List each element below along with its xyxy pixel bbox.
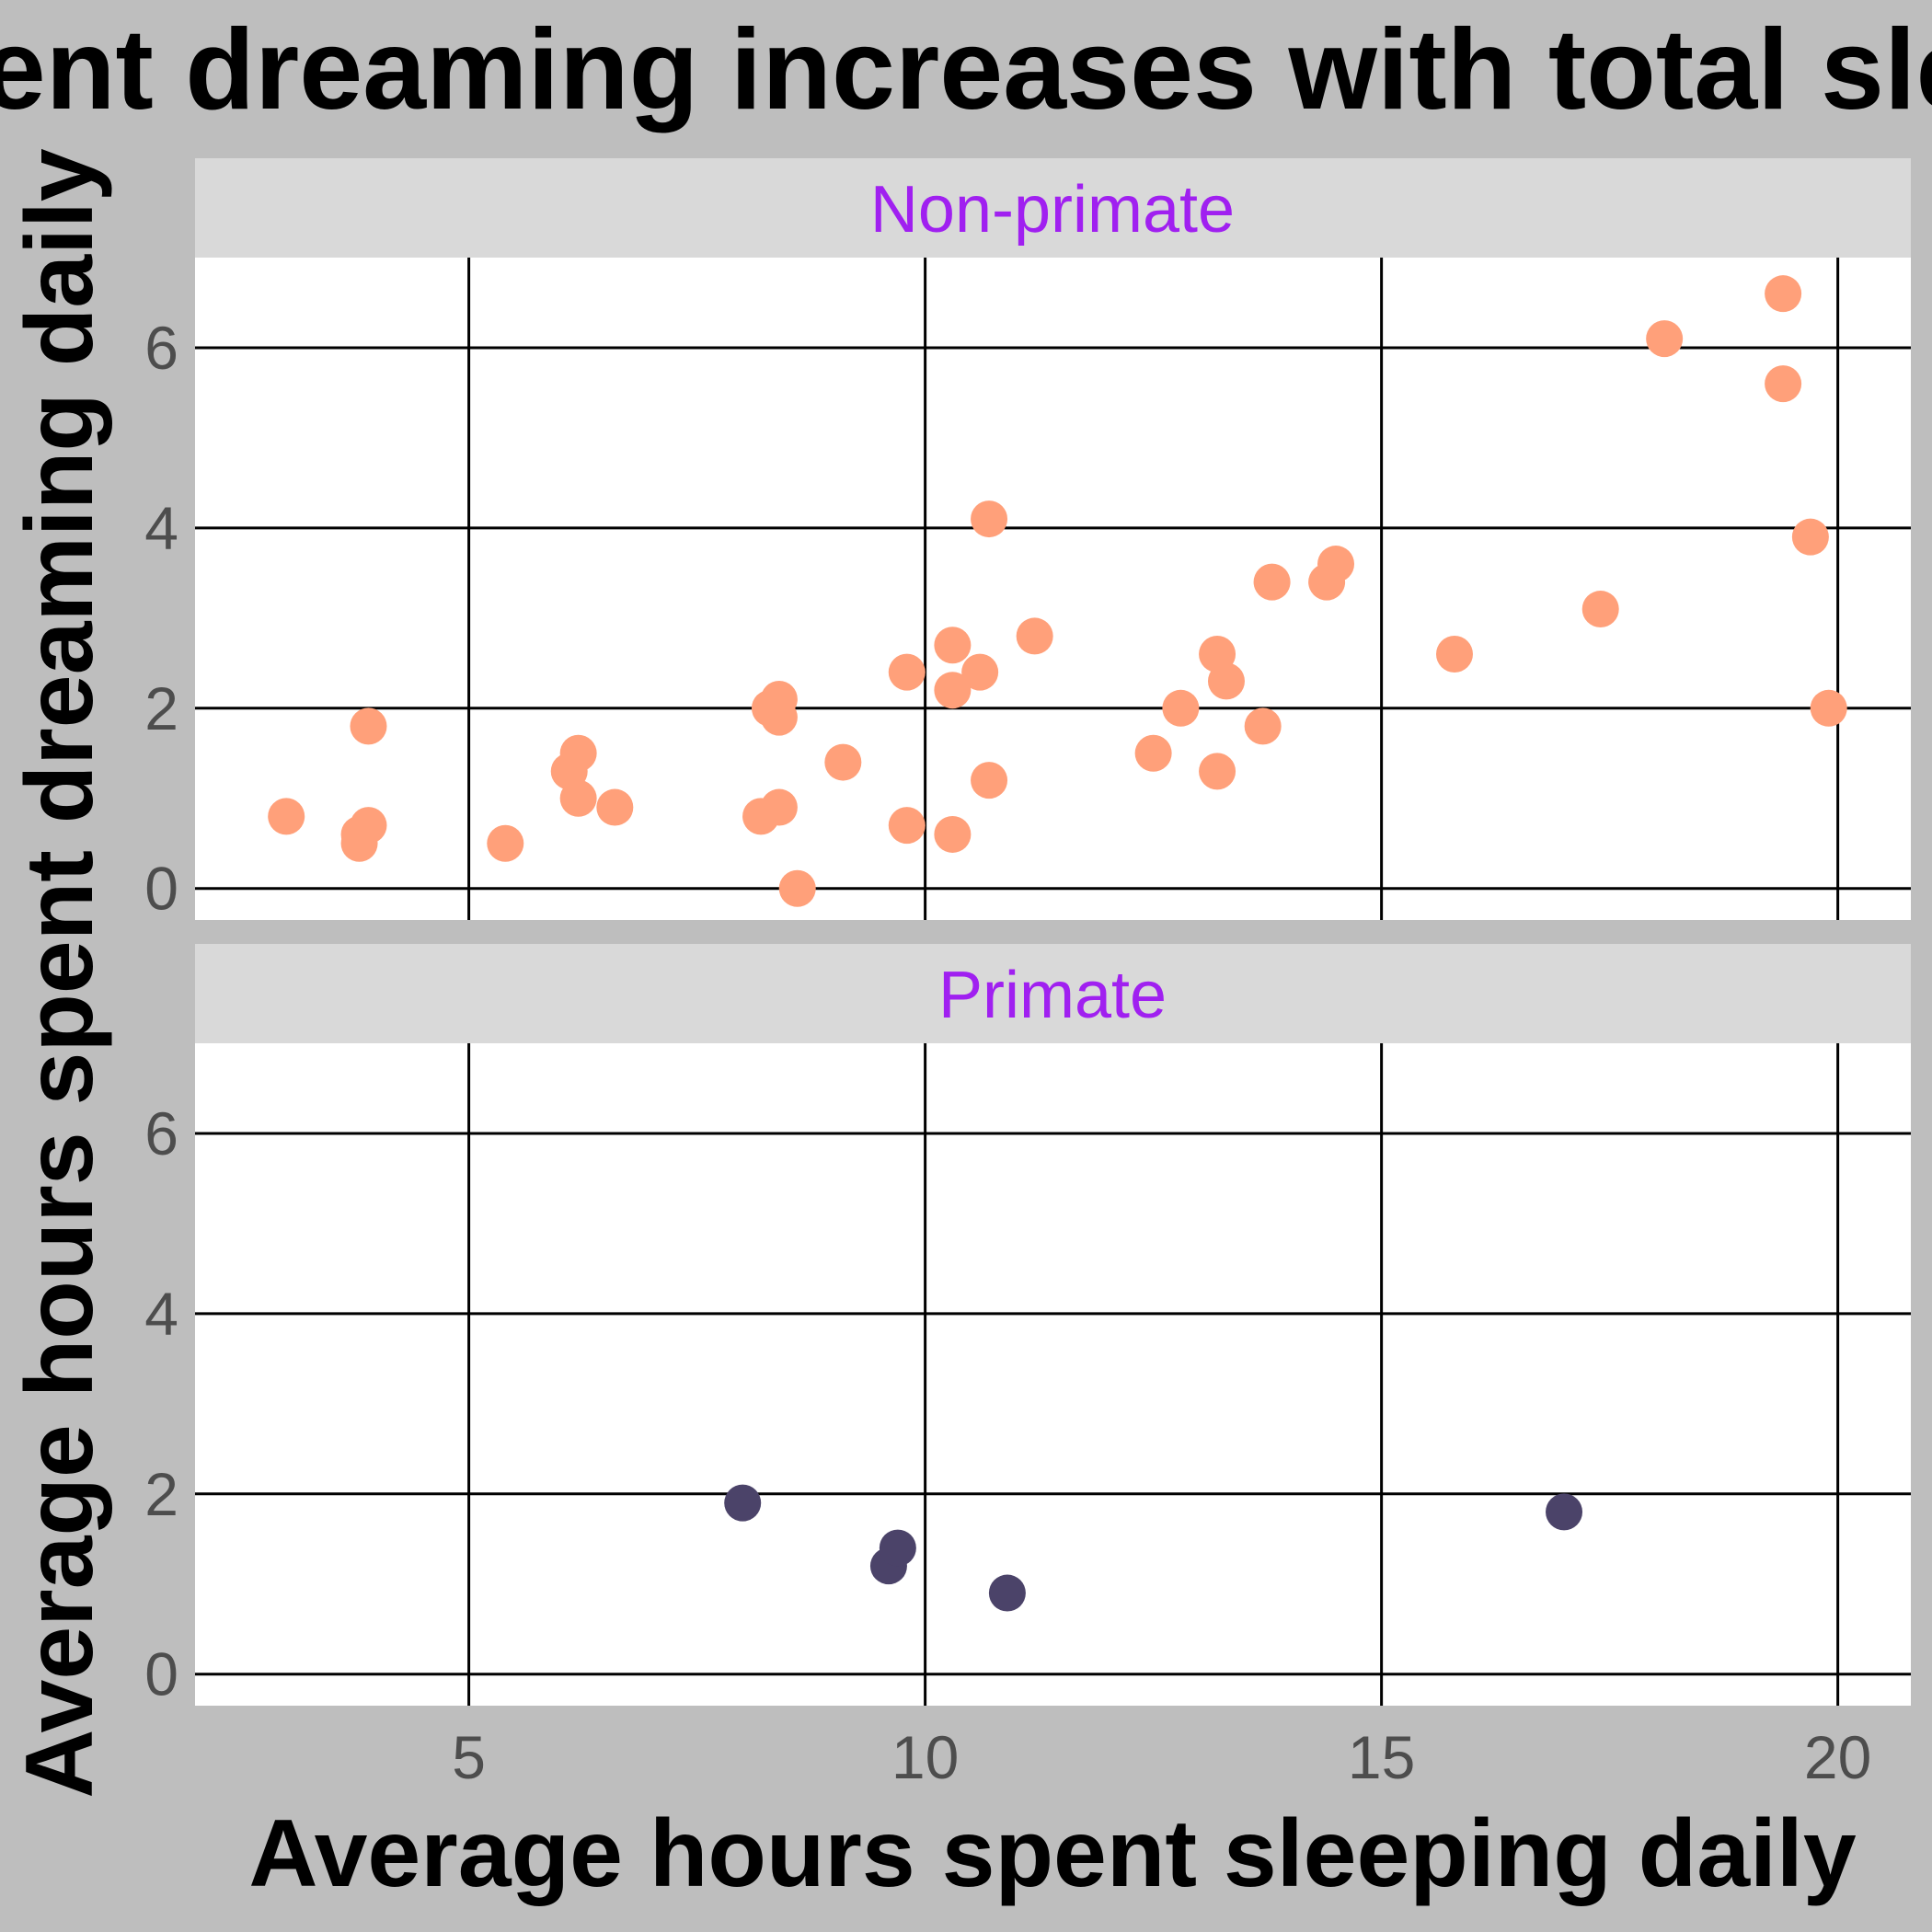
points-non-primate [268, 275, 1847, 907]
data-point-non-primate [760, 788, 798, 826]
data-point-non-primate [1646, 320, 1684, 358]
data-point-non-primate [559, 734, 597, 772]
data-point-non-primate [1162, 689, 1200, 727]
plot-area-non-primate [195, 258, 1911, 920]
data-point-primate [724, 1484, 762, 1522]
facet-label-primate: Primate [938, 959, 1167, 1032]
data-point-non-primate [1134, 734, 1172, 772]
data-point-non-primate [1207, 662, 1245, 700]
data-point-non-primate [934, 627, 972, 664]
data-point-non-primate [1765, 365, 1802, 403]
x-tick-label-15: 15 [1348, 1723, 1415, 1791]
gridlines-primate [195, 1043, 1911, 1706]
x-tick-labels: 5 10 15 20 [452, 1723, 1871, 1791]
data-point-non-primate [350, 707, 387, 745]
gridlines-non-primate [195, 258, 1911, 920]
data-point-non-primate [487, 824, 524, 862]
data-point-primate [1546, 1493, 1583, 1531]
facet-strip-non-primate [195, 158, 1911, 258]
data-point-non-primate [971, 762, 1008, 799]
data-point-non-primate [1317, 546, 1355, 583]
y-tick-label-4: 4 [144, 494, 178, 562]
x-axis-title: Average hours spent sleeping daily [248, 1800, 1856, 1907]
data-point-non-primate [971, 500, 1008, 538]
y-tick-label-2: 2 [144, 674, 178, 742]
data-point-non-primate [268, 798, 305, 835]
data-point-non-primate [1199, 753, 1236, 790]
facet-panel-non-primate: Non-primate 0 2 4 6 [144, 158, 1911, 923]
data-point-non-primate [1253, 563, 1291, 601]
data-point-non-primate [934, 672, 972, 709]
points-primate [724, 1484, 1583, 1612]
data-point-non-primate [934, 815, 972, 853]
data-point-non-primate [1016, 617, 1053, 655]
x-tick-label-20: 20 [1804, 1723, 1871, 1791]
data-point-non-primate [961, 653, 999, 691]
data-point-non-primate [760, 698, 798, 736]
data-point-non-primate [350, 807, 387, 845]
data-point-non-primate [1581, 591, 1619, 628]
data-point-non-primate [559, 779, 597, 817]
x-tick-label-5: 5 [452, 1723, 486, 1791]
y-tick-labels-non-primate: 0 2 4 6 [144, 314, 178, 923]
data-point-non-primate [1791, 518, 1829, 556]
data-point-non-primate [824, 743, 862, 781]
y-tick-label-0: 0 [144, 855, 178, 923]
data-point-non-primate [1810, 689, 1847, 727]
facet-label-non-primate: Non-primate [870, 173, 1235, 247]
data-point-primate [988, 1574, 1026, 1612]
plot-area-primate [195, 1043, 1911, 1706]
data-point-non-primate [888, 807, 926, 845]
data-point-primate [879, 1529, 916, 1567]
data-point-non-primate [596, 788, 634, 826]
y-axis-title: Average hours spent dreaming daily [6, 148, 113, 1799]
y-tick-label-6: 6 [144, 1099, 178, 1167]
facet-panel-primate: Primate 0 2 4 6 [144, 944, 1911, 1708]
data-point-non-primate [1435, 636, 1473, 673]
y-tick-labels-primate: 0 2 4 6 [144, 1099, 178, 1708]
data-point-non-primate [1765, 275, 1802, 313]
data-point-non-primate [778, 869, 816, 907]
y-tick-label-2: 2 [144, 1460, 178, 1528]
y-tick-label-0: 0 [144, 1640, 178, 1708]
y-tick-label-4: 4 [144, 1280, 178, 1348]
data-point-non-primate [1244, 707, 1282, 745]
chart-title: Time spent dreaming increases with total… [0, 6, 1932, 133]
y-tick-label-6: 6 [144, 314, 178, 382]
x-tick-label-10: 10 [891, 1723, 959, 1791]
facet-strip-primate [195, 944, 1911, 1043]
data-point-non-primate [888, 653, 926, 691]
